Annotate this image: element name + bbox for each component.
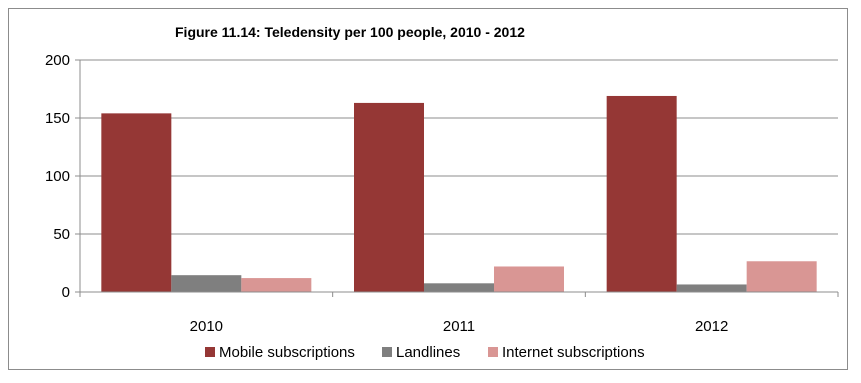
legend: Mobile subscriptions Landlines Internet su… <box>205 344 645 361</box>
legend-label-landlines: Landlines <box>396 344 460 361</box>
bar-internet-subscriptions-2011 <box>494 266 564 292</box>
y-tick-label: 50 <box>53 226 70 243</box>
bar-landlines-2010 <box>171 275 242 292</box>
legend-swatch-mobile-subscriptions <box>205 347 215 357</box>
bars <box>101 95 817 293</box>
chart-title: Figure 11.14: Teledensity per 100 people… <box>175 24 525 40</box>
y-axis-ticks: 0 50 100 150 200 <box>45 52 80 301</box>
y-tick-label: 150 <box>45 110 70 127</box>
y-tick-label: 0 <box>62 284 70 301</box>
bar-landlines-2012 <box>676 284 747 292</box>
legend-label-mobile-subscriptions: Mobile subscriptions <box>219 344 355 361</box>
legend-swatch-internet-subscriptions <box>488 347 498 357</box>
x-tick-label-2010: 2010 <box>190 318 223 335</box>
legend-swatch-landlines <box>382 347 392 357</box>
bar-internet-subscriptions-2012 <box>746 261 817 292</box>
gridlines <box>80 59 838 235</box>
y-tick-label: 200 <box>45 52 70 69</box>
bar-landlines-2011 <box>424 283 494 292</box>
x-tick-label-2012: 2012 <box>695 318 728 335</box>
y-tick-label: 100 <box>45 168 70 185</box>
bar-mobile-subscriptions-2011 <box>354 102 424 292</box>
legend-label-internet-subscriptions: Internet subscriptions <box>502 344 645 361</box>
bar-internet-subscriptions-2010 <box>241 278 312 292</box>
x-axis-ticks: 2010 2011 2012 <box>79 292 839 335</box>
bar-mobile-subscriptions-2010 <box>101 113 172 292</box>
x-tick-label-2011: 2011 <box>443 318 475 335</box>
bar-mobile-subscriptions-2012 <box>606 95 677 293</box>
